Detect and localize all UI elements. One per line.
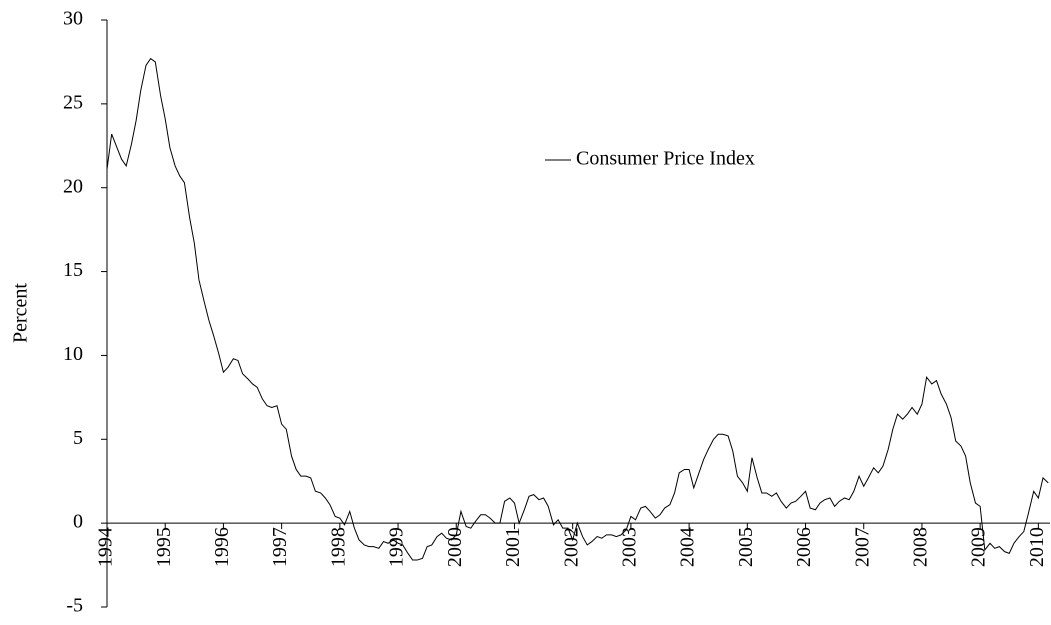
- x-tick-label: 2009: [968, 527, 990, 567]
- x-tick-label: 1997: [269, 527, 291, 567]
- x-tick-label: 2003: [618, 527, 640, 567]
- x-tick-label: 1994: [95, 527, 117, 567]
- x-tick-label: 2002: [560, 527, 582, 567]
- x-tick-label: 2004: [677, 527, 699, 567]
- x-tick-label: 1998: [327, 527, 349, 567]
- x-tick-label: 1999: [386, 527, 408, 567]
- y-tick-label: 30: [63, 8, 83, 30]
- y-tick-label: -5: [66, 595, 83, 617]
- y-tick-label: 15: [63, 259, 83, 281]
- x-tick-label: 1995: [153, 527, 175, 567]
- y-tick-label: 0: [73, 511, 83, 533]
- x-tick-label: 2006: [793, 527, 815, 567]
- x-tick-label: 2001: [502, 527, 524, 567]
- y-tick-label: 25: [63, 91, 83, 113]
- x-tick-label: 2007: [851, 527, 873, 567]
- x-tick-label: 2010: [1026, 527, 1048, 567]
- x-tick-label: 2005: [735, 527, 757, 567]
- y-tick-label: 10: [63, 343, 83, 365]
- x-tick-label: 2008: [910, 527, 932, 567]
- legend-label: Consumer Price Index: [576, 148, 755, 170]
- y-tick-label: 5: [73, 427, 83, 449]
- y-tick-label: 20: [63, 175, 83, 197]
- x-tick-label: 2000: [444, 527, 466, 567]
- y-axis-label: Percent: [10, 283, 32, 343]
- x-tick-label: 1996: [211, 527, 233, 567]
- series-line: [106, 57, 1049, 561]
